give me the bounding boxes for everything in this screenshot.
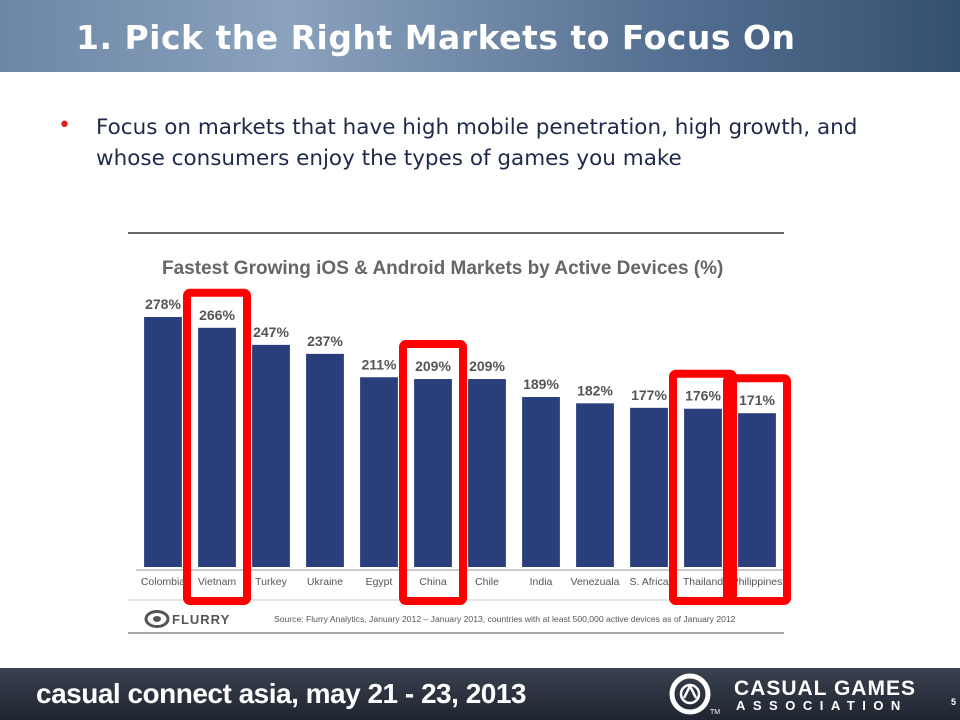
- x-tick-label: Turkey: [255, 576, 287, 588]
- org-name-line1: CASUAL GAMES: [734, 677, 916, 700]
- x-tick-label: Vietnam: [198, 576, 237, 588]
- casual-games-association-logo-icon: [669, 673, 711, 715]
- x-tick-label: Egypt: [366, 576, 393, 588]
- highlight-box: [399, 340, 467, 606]
- x-tick-label: Thailand: [683, 576, 723, 588]
- bar: [252, 344, 290, 567]
- bar-value-label: 237%: [307, 333, 343, 349]
- bar-value-label: 177%: [631, 387, 667, 403]
- bar: [576, 403, 614, 567]
- x-tick-label: India: [530, 576, 553, 588]
- x-tick-label: Venezuala: [570, 576, 619, 588]
- bar: [684, 408, 722, 567]
- bullet-dot-icon: •: [58, 113, 71, 138]
- event-banner: casual connect asia, may 21 - 23, 2013: [36, 678, 526, 709]
- chart-title: Fastest Growing iOS & Android Markets by…: [162, 258, 723, 279]
- bar: [522, 397, 560, 567]
- bar: [414, 379, 452, 567]
- x-tick-label: Colombia: [141, 576, 186, 588]
- bar: [198, 327, 236, 567]
- bar: [144, 317, 182, 567]
- x-tick-label: China: [419, 576, 447, 588]
- bar-value-label: 182%: [577, 382, 613, 398]
- bar-value-label: 247%: [253, 324, 289, 340]
- page-number: 5: [951, 697, 957, 707]
- x-tick-label: Chile: [475, 576, 499, 588]
- bullet-text: Focus on markets that have high mobile p…: [96, 115, 858, 171]
- slide-title: 1. Pick the Right Markets to Focus On: [76, 18, 796, 57]
- bar-value-label: 176%: [685, 388, 721, 404]
- bullet-item: • Focus on markets that have high mobile…: [58, 112, 888, 174]
- highlight-box: [183, 288, 251, 605]
- chart-source-note: Source: Flurry Analytics, January 2012 –…: [274, 614, 736, 624]
- highlight-box: [669, 369, 737, 605]
- bar-value-label: 266%: [199, 307, 235, 323]
- highlight-box: [723, 374, 791, 605]
- bar: [468, 379, 506, 567]
- bar: [360, 377, 398, 567]
- bar: [630, 407, 668, 567]
- x-tick-label: Ukraine: [307, 576, 343, 588]
- x-tick-label: S. Africa: [629, 576, 668, 588]
- bar-value-label: 209%: [415, 358, 451, 374]
- bar-chart: Fastest Growing iOS & Android Markets by…: [128, 232, 791, 634]
- org-name-line2: ASSOCIATION: [736, 698, 908, 713]
- footer-bar: [0, 668, 960, 720]
- bar-value-label: 211%: [361, 356, 397, 372]
- flurry-logo-center-icon: [153, 616, 161, 622]
- bar-value-label: 209%: [469, 358, 505, 374]
- bar-value-label: 189%: [523, 376, 559, 392]
- flurry-logo-icon: [144, 610, 170, 628]
- bar: [306, 353, 344, 567]
- x-tick-label: Philippines: [732, 576, 783, 588]
- bar-value-label: 171%: [739, 392, 775, 408]
- flurry-brand: FLURRY: [172, 612, 230, 627]
- title-bar: [0, 0, 960, 72]
- bar: [738, 413, 776, 567]
- bar-value-label: 278%: [145, 296, 181, 312]
- trademark-mark: TM: [710, 709, 721, 716]
